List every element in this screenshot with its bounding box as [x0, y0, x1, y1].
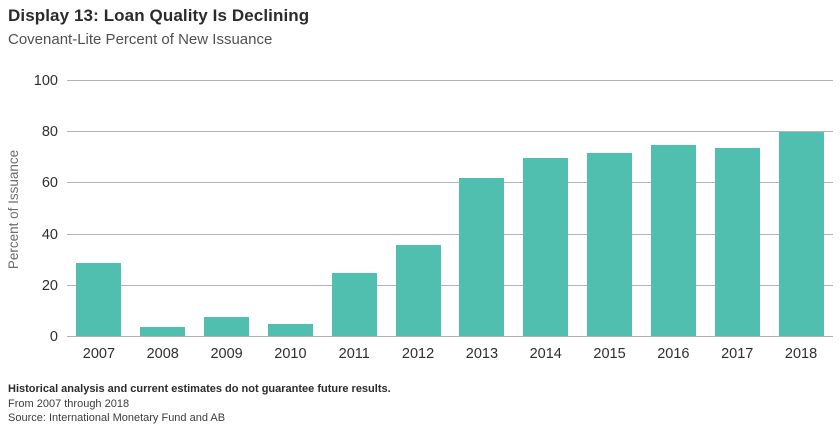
- bar-slot: 2017: [705, 81, 769, 362]
- bar-slot: 2016: [641, 81, 705, 362]
- bar-2008: [140, 326, 186, 337]
- bar-2017: [714, 147, 760, 337]
- gridline: [67, 182, 833, 184]
- bar-slot: 2013: [450, 81, 514, 362]
- chart-header: Display 13: Loan Quality Is Declining Co…: [8, 6, 309, 48]
- bar-2014: [523, 157, 569, 337]
- gridline: [67, 284, 833, 286]
- x-tick-label: 2014: [529, 346, 562, 362]
- bar-slot: 2015: [578, 81, 642, 362]
- plot-area: 2007 2008 2009 2010 2011 2012 2013 2014 2015 2016…: [67, 80, 833, 362]
- bar-2013: [459, 178, 505, 337]
- y-tick-label: 100: [33, 73, 58, 89]
- x-tick-label: 2010: [274, 346, 307, 362]
- x-axis-line: [67, 335, 833, 337]
- x-tick-label: 2009: [210, 346, 243, 362]
- y-tick-label: 40: [41, 226, 58, 243]
- bar-2007: [76, 262, 122, 337]
- bar-slot: 2018: [769, 81, 833, 362]
- bar-2018: [778, 132, 824, 337]
- x-tick-label: 2012: [401, 346, 435, 362]
- x-tick-label: 2016: [657, 346, 690, 362]
- x-tick-label: 2008: [146, 346, 179, 362]
- bar-slot: 2010: [258, 81, 322, 362]
- bar-slot: 2008: [131, 81, 195, 362]
- bar-2011: [331, 273, 377, 337]
- y-tick-label: 60: [41, 175, 58, 192]
- bar-2016: [650, 145, 696, 337]
- bar-2010: [267, 324, 313, 337]
- y-tick-label: 20: [41, 277, 58, 294]
- x-tick-label: 2017: [721, 346, 754, 362]
- chart-title: Display 13: Loan Quality Is Declining: [8, 6, 310, 25]
- bar-2009: [204, 316, 250, 337]
- chart-footnotes: Historical analysis and current estimate…: [8, 382, 391, 426]
- y-axis-tick-labels: 0 20 40 60 80 100: [0, 73, 58, 345]
- bar-slot: 2007: [67, 81, 131, 362]
- disclaimer-text: Historical analysis and current estimate…: [8, 383, 391, 395]
- bar-2012: [395, 244, 441, 337]
- x-tick-label: 2018: [784, 346, 818, 362]
- bar-series: 2007 2008 2009 2010 2011 2012 2013 2014 2015 2016…: [67, 81, 833, 362]
- source-text: Source: International Monetary Fund and …: [8, 412, 226, 424]
- gridline: [67, 233, 833, 235]
- period-text: From 2007 through 2018: [8, 397, 130, 410]
- y-tick-label: 0: [49, 329, 58, 345]
- x-tick-label: 2013: [465, 346, 499, 362]
- chart-subtitle: Covenant-Lite Percent of New Issuance: [8, 31, 273, 48]
- bar-slot: 2009: [195, 81, 259, 362]
- x-tick-label: 2015: [593, 346, 626, 362]
- bar-slot: 2012: [386, 81, 450, 362]
- y-tick-label: 80: [41, 124, 58, 141]
- x-tick-label: 2011: [338, 346, 370, 362]
- bar-slot: 2014: [514, 81, 578, 362]
- gridline: [67, 131, 833, 133]
- bar-2015: [587, 152, 633, 337]
- gridline: [67, 80, 833, 81]
- bar-slot: 2011: [322, 81, 386, 362]
- x-tick-label: 2007: [82, 346, 116, 362]
